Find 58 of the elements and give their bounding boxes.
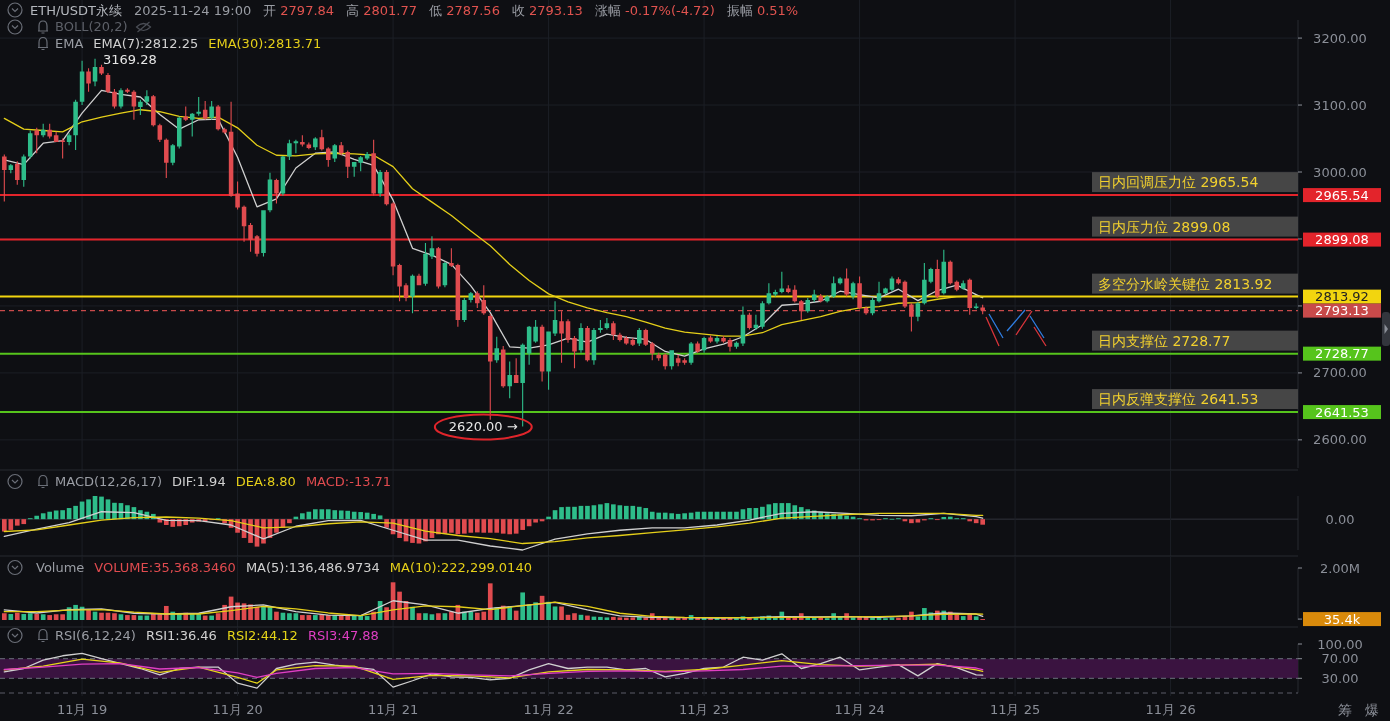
annotation: 2813.92 — [1315, 289, 1369, 305]
y-tick-label: 3200.00 — [1313, 30, 1367, 46]
y-tick-label: 100.00 — [1317, 636, 1363, 652]
y-tick-label: 70.00 — [1321, 651, 1359, 667]
text: MA(5):136,486.9734 — [245, 560, 380, 575]
annotation: 2620.00 → — [448, 419, 518, 435]
annotation: 2965.54 — [1315, 187, 1369, 203]
x-tick-label: 11月 23 — [678, 702, 730, 717]
x-tick-label: 11月 22 — [523, 702, 574, 717]
y-tick-label: 2.00M — [1319, 560, 1361, 576]
text: 高 2801.77 — [346, 3, 417, 18]
y-tick-label: 3000.00 — [1313, 164, 1367, 180]
text: 低 2787.56 — [429, 3, 500, 18]
text: MA(10):222,299.0140 — [389, 560, 532, 575]
text: 收 2793.13 — [511, 3, 583, 18]
x-tick-label: 11月 21 — [367, 702, 419, 717]
text: 0.00 — [1325, 511, 1355, 527]
x-tick-label: 11月 19 — [56, 702, 108, 717]
y-tick-label: 2600.00 — [1313, 432, 1367, 448]
text: 振幅 0.51% — [726, 3, 799, 18]
text: 爆 — [1365, 702, 1379, 718]
annotation: BOLL(20,2) — [55, 19, 128, 34]
y-tick-label: 30.00 — [1321, 670, 1359, 686]
series-label: RSI2:44.12 — [226, 628, 298, 643]
y-tick-label: 3100.00 — [1313, 97, 1367, 113]
series-label: MACD:-13.71 — [305, 474, 392, 489]
text: 涨幅 -0.17%(-4.72) — [594, 3, 715, 18]
x-tick-label: 11月 20 — [212, 702, 263, 717]
y-tick-label: 35.4k — [1323, 611, 1361, 627]
text: DIF:1.94 — [172, 474, 226, 489]
text: DEA:8.80 — [235, 474, 296, 489]
x-tick-label: 11月 26 — [1145, 702, 1196, 717]
ref-line-label: 日内反弹支撑位 2641.53 — [1098, 391, 1259, 408]
ref-line-label: 多空分水岭关键位 2813.92 — [1098, 275, 1273, 292]
chart-title: Volume — [36, 560, 85, 575]
x-tick-label: 11月 24 — [834, 702, 885, 717]
chart-title: MACD(12,26,17) — [55, 474, 163, 489]
chart-subtitle: 2025-11-24 19:00 — [134, 3, 252, 18]
annotation: 2728.77 — [1315, 346, 1369, 362]
series-label: VOLUME:35,368.3460 — [94, 560, 236, 575]
text: 开 2797.84 — [263, 3, 335, 18]
series-label: RSI1:36.46 — [145, 628, 217, 643]
text: EMA(7):2812.25 — [93, 36, 199, 51]
ref-line-label: 日内压力位 2899.08 — [1098, 218, 1231, 235]
legend-title: EMA — [55, 36, 84, 51]
x-tick-label: 11月 25 — [989, 702, 1041, 717]
text: 筹 — [1338, 702, 1352, 718]
chart-title: RSI(6,12,24) — [55, 628, 136, 643]
ref-line-label: 日内回调压力位 2965.54 — [1098, 174, 1259, 191]
text: RSI3:47.88 — [307, 628, 379, 643]
annotation: 3169.28 — [103, 51, 157, 67]
ref-line-label: 日内支撑位 2728.77 — [1098, 332, 1231, 349]
annotation: 2793.13 — [1315, 303, 1369, 319]
text: EMA(30):2813.71 — [208, 36, 322, 51]
chart-title: ETH/USDT永续 — [30, 3, 123, 18]
annotation: 2899.08 — [1315, 232, 1369, 248]
y-tick-label: 2700.00 — [1313, 365, 1367, 381]
annotation: 2641.53 — [1315, 404, 1369, 420]
